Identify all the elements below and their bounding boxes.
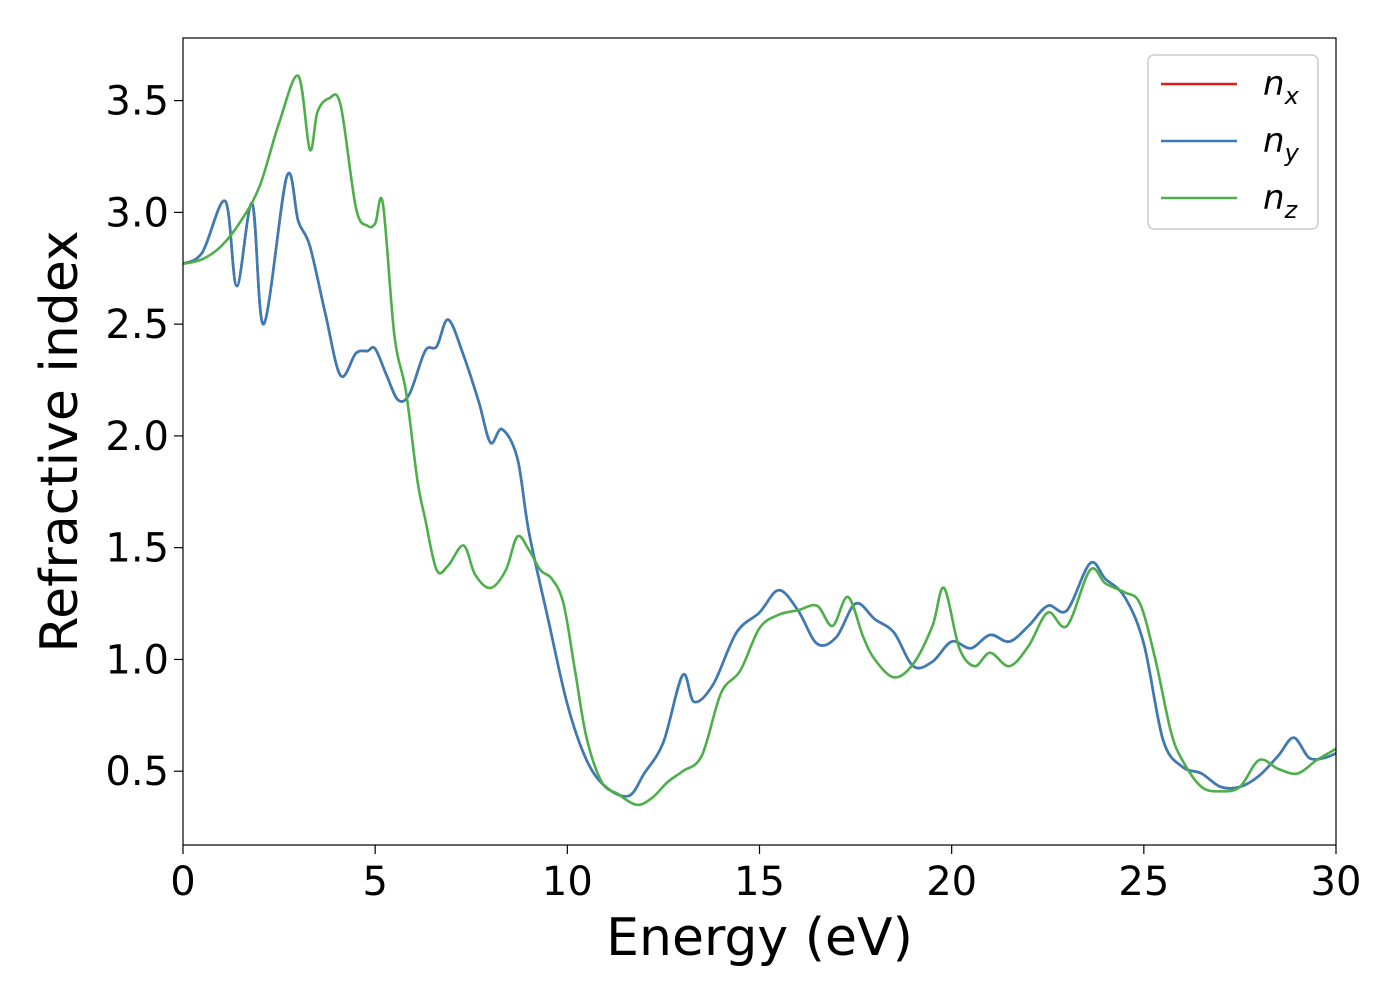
x-tick-label: 10: [542, 859, 593, 905]
y-axis-ticks: 0.5 1.0 1.5 2.0 2.5 3.0 3.5: [105, 79, 183, 795]
legend-label-n-x: nx: [1263, 64, 1300, 110]
y-tick-label: 2.5: [105, 302, 169, 348]
series-layer: [183, 74, 1336, 807]
x-axis-label: Energy (eV): [606, 908, 913, 968]
y-tick-label: 1.5: [105, 526, 169, 572]
y-axis-label: Refractive index: [30, 230, 90, 652]
x-tick-label: 20: [926, 859, 977, 905]
y-tick-label: 2.0: [105, 414, 169, 460]
y-tick-label: 0.5: [105, 749, 169, 795]
x-tick-label: 15: [734, 859, 785, 905]
y-tick-label: 1.0: [105, 637, 169, 683]
x-tick-label: 30: [1311, 859, 1362, 905]
series-line-n-y: [183, 171, 1336, 798]
legend-label-n-z: nz: [1263, 178, 1299, 224]
x-tick-label: 5: [362, 859, 387, 905]
x-tick-label: 25: [1118, 859, 1169, 905]
x-tick-label: 0: [170, 859, 195, 905]
legend-label-n-y: ny: [1263, 121, 1300, 167]
y-tick-label: 3.0: [105, 190, 169, 236]
legend: nx ny nz: [1147, 54, 1319, 230]
x-axis-ticks: 0 5 10 15 20 25 30: [170, 845, 1361, 905]
y-tick-label: 3.5: [105, 79, 169, 125]
series-line-n-z: [183, 74, 1336, 807]
